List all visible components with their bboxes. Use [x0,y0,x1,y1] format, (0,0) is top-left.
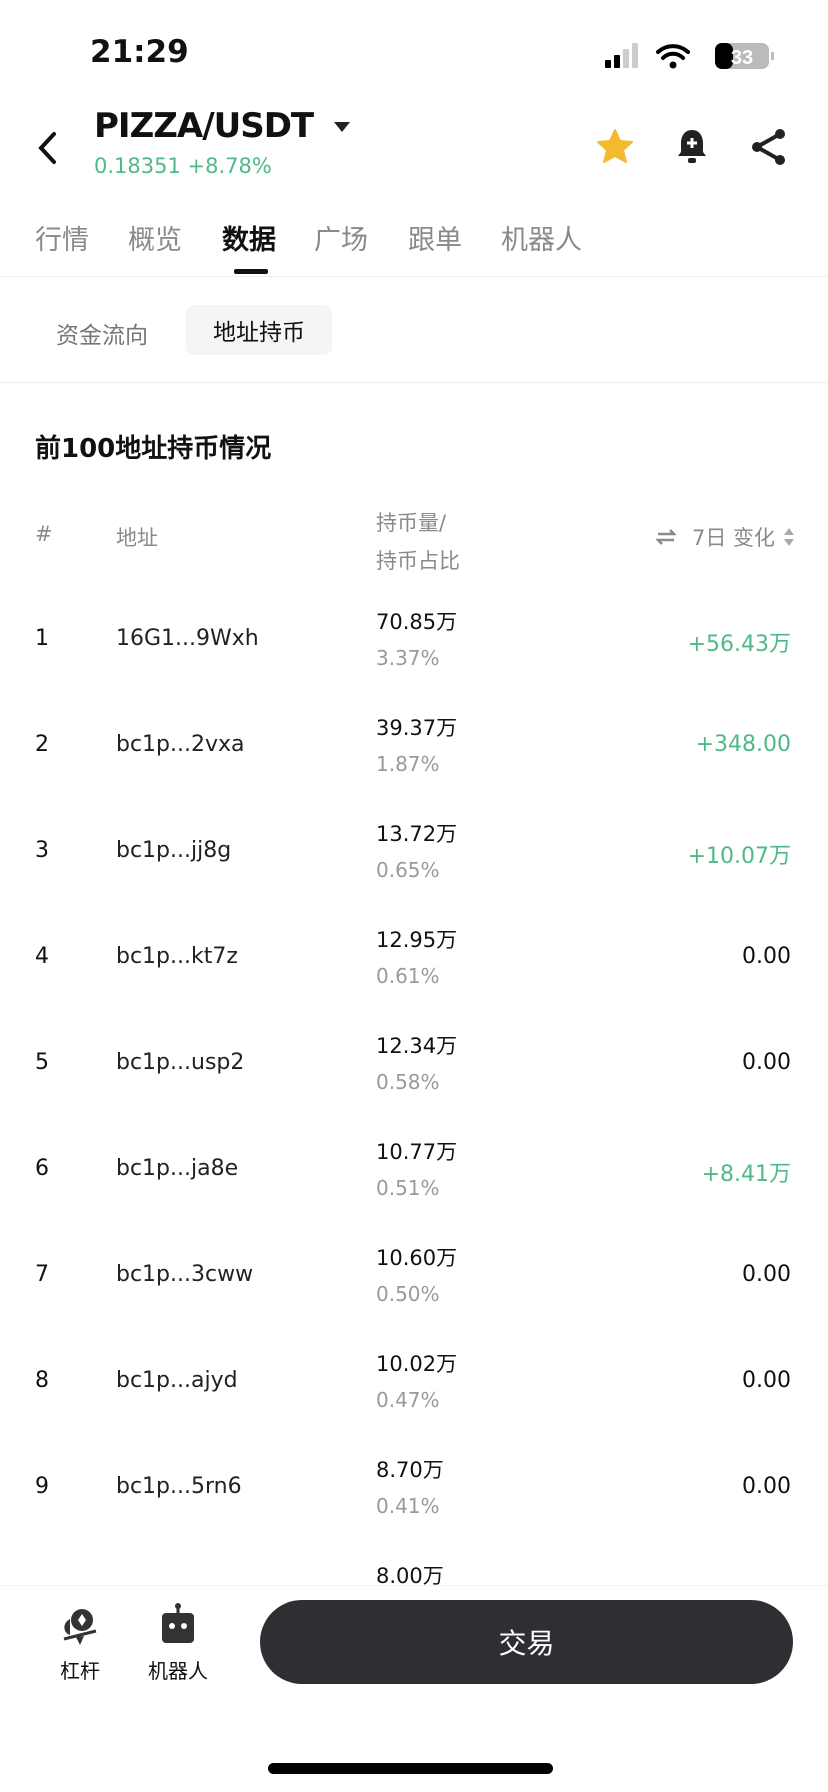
row-index: 9 [35,1474,49,1499]
trade-button[interactable]: 交易 [260,1600,793,1684]
status-time: 21:29 [90,34,189,70]
row-address[interactable]: bc1p...5rn6 [116,1474,242,1499]
tab-overview[interactable]: 概览 [128,225,182,256]
swap-icon[interactable] [655,529,676,545]
row-index: 7 [35,1262,49,1287]
row-index: 3 [35,838,49,863]
row-amount: 10.60万 [376,1246,458,1270]
row-amount: 10.02万 [376,1352,458,1376]
row-change: 0.00 [742,1368,791,1393]
row-index: 8 [35,1368,49,1393]
row-index: 2 [35,732,49,757]
price: 0.18351 [94,154,181,178]
row-percent: 0.58% [376,1070,440,1094]
col-index: # [35,522,53,546]
row-address[interactable]: bc1p...jj8g [116,838,232,863]
robot-label[interactable]: 机器人 [148,1659,208,1683]
tab-market[interactable]: 行情 [35,225,89,256]
section-title: 前100地址持币情况 [35,434,272,464]
row-index: 4 [35,944,49,969]
col-change[interactable]: 7日 变化 [655,522,795,552]
signal-icon [605,60,611,68]
row-amount: 39.37万 [376,716,458,740]
row-amount: 70.85万 [376,610,458,634]
robot-icon[interactable] [160,1602,196,1646]
row-amount: 10.77万 [376,1140,458,1164]
leverage-label[interactable]: 杠杆 [60,1659,100,1683]
row-address[interactable]: bc1p...3cww [116,1262,254,1287]
row-index: 1 [35,626,49,651]
row-change: 0.00 [742,944,791,969]
row-address[interactable]: 16G1...9Wxh [116,626,259,651]
dropdown-icon[interactable] [332,120,352,134]
tab-copy-trade[interactable]: 跟单 [408,225,462,256]
row-address[interactable]: bc1p...2vxa [116,732,245,757]
pair-title[interactable]: PIZZA/USDT [94,106,314,146]
row-change: +348.00 [695,732,791,757]
row-change: +56.43万 [687,632,791,657]
status-icons: 33 [605,43,774,69]
subtab-address-holdings[interactable]: 地址持币 [186,305,332,355]
row-amount: 12.34万 [376,1034,458,1058]
partial-row-amount: 8.00万 [376,1564,444,1588]
row-amount: 12.95万 [376,928,458,952]
row-percent: 0.51% [376,1176,440,1200]
active-tab-indicator [234,269,268,274]
home-indicator [268,1763,553,1774]
row-percent: 0.47% [376,1388,440,1412]
row-index: 6 [35,1156,49,1181]
row-change: +8.41万 [701,1162,791,1187]
price-line: 0.18351 +8.78% [94,154,272,178]
divider [0,276,828,277]
row-percent: 3.37% [376,646,440,670]
subtab-fund-flow[interactable]: 资金流向 [56,323,148,349]
sort-icon[interactable] [783,526,795,548]
price-change: +8.78% [187,154,272,178]
row-address[interactable]: bc1p...ajyd [116,1368,238,1393]
row-address[interactable]: bc1p...ja8e [116,1156,239,1181]
row-change: 0.00 [742,1262,791,1287]
row-percent: 0.65% [376,858,440,882]
star-icon[interactable] [596,128,634,166]
row-percent: 1.87% [376,752,440,776]
row-address[interactable]: bc1p...usp2 [116,1050,245,1075]
col-amount: 持币量/持币占比 [376,511,460,573]
bell-plus-icon[interactable] [676,128,708,166]
share-icon[interactable] [750,128,788,166]
wifi-icon [656,44,690,60]
back-icon[interactable] [34,130,60,166]
row-change: +10.07万 [687,844,791,869]
row-address[interactable]: bc1p...kt7z [116,944,238,969]
row-change: 0.00 [742,1050,791,1075]
row-change: 0.00 [742,1474,791,1499]
row-index: 5 [35,1050,49,1075]
row-percent: 0.50% [376,1282,440,1306]
divider [0,382,828,383]
leverage-icon[interactable] [60,1607,100,1647]
row-percent: 0.41% [376,1494,440,1518]
row-percent: 0.61% [376,964,440,988]
tab-data[interactable]: 数据 [222,225,276,256]
svg-text:33: 33 [731,47,753,69]
row-amount: 13.72万 [376,822,458,846]
tab-square[interactable]: 广场 [314,225,368,256]
tab-robot[interactable]: 机器人 [501,225,582,256]
col-address: 地址 [116,526,158,550]
row-amount: 8.70万 [376,1458,444,1482]
